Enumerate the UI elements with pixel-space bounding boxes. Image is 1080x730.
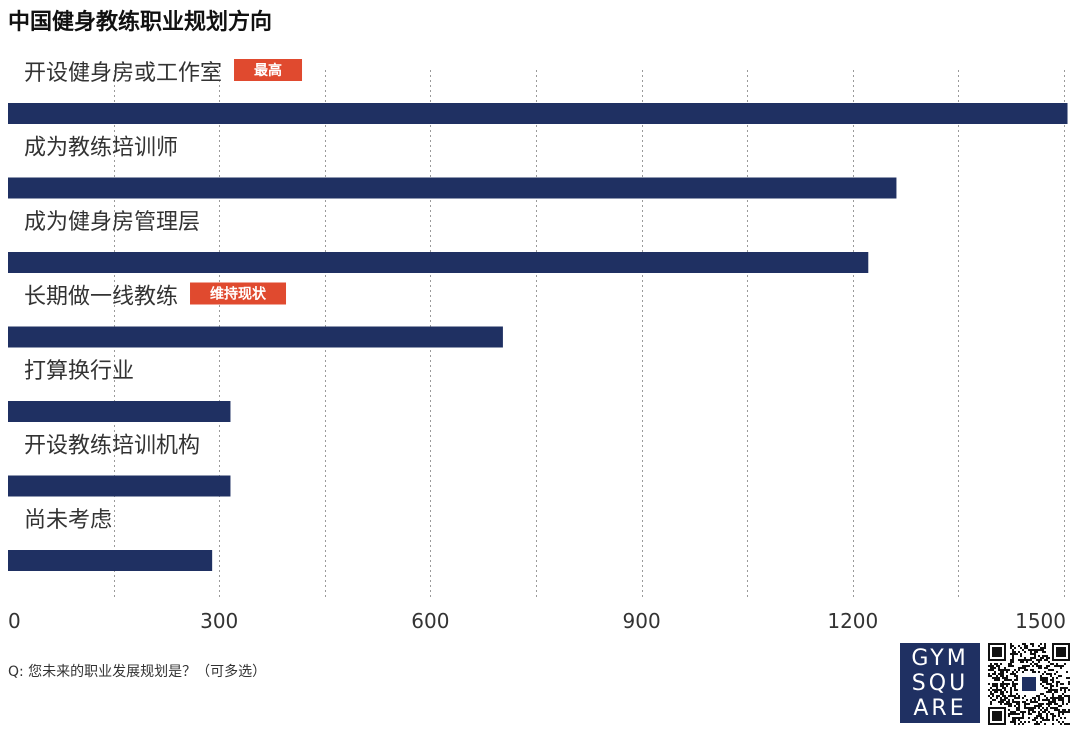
category-label: 开设教练培训机构 xyxy=(24,434,200,459)
bar xyxy=(8,252,869,273)
highlight-badge-text: 维持现状 xyxy=(210,286,267,303)
category-label: 成为健身房管理层 xyxy=(24,210,200,235)
bar xyxy=(8,401,231,422)
x-tick-label: 900 xyxy=(623,609,661,633)
survey-question-footnote: Q: 您未来的职业发展规划是？（可多选） xyxy=(8,664,267,680)
bar xyxy=(8,177,897,199)
x-tick-label: 0 xyxy=(8,609,21,633)
x-tick-label: 1200 xyxy=(827,609,878,633)
x-tick-label: 300 xyxy=(200,609,238,633)
category-label: 开设健身房或工作室 xyxy=(24,61,222,86)
bar xyxy=(8,550,213,571)
category-label: 长期做一线教练 xyxy=(24,285,178,310)
logo-line-1: GYM xyxy=(911,645,969,671)
bar xyxy=(8,103,1068,124)
highlight-badge-text: 最高 xyxy=(254,62,282,79)
category-label: 打算换行业 xyxy=(24,359,134,384)
x-tick-label: 1500 xyxy=(1015,609,1066,633)
x-tick-label: 600 xyxy=(411,609,449,633)
qr-code-icon xyxy=(988,643,1070,725)
highlight-badge xyxy=(234,59,303,81)
logo-line-3: ARE xyxy=(913,695,967,721)
gymsquare-logo: GYM SQU ARE xyxy=(900,643,980,723)
category-label: 尚未考虑 xyxy=(24,508,112,533)
highlight-badge xyxy=(190,282,287,305)
bar xyxy=(8,475,231,497)
logo-line-2: SQU xyxy=(911,670,969,696)
bar xyxy=(8,326,503,348)
chart-title: 中国健身教练职业规划方向 xyxy=(8,10,273,35)
category-label: 成为教练培训师 xyxy=(24,136,178,161)
